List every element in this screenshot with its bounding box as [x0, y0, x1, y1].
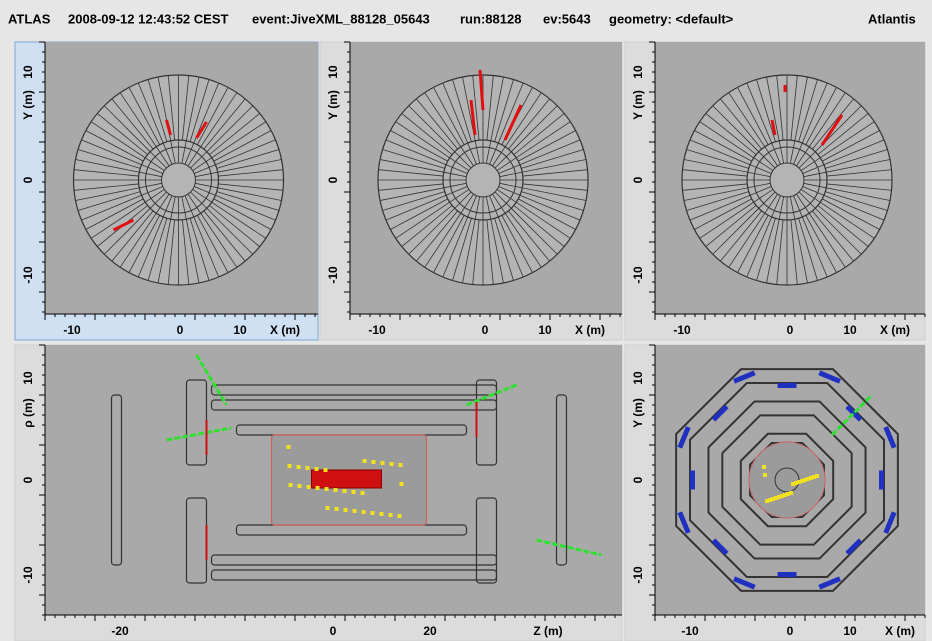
calo-hit [361, 491, 365, 495]
x-tick-label: 10 [843, 624, 857, 638]
panel: -10 0 10 X (m) 10 0 -10 Y (m) [625, 42, 925, 340]
y-tick-label: 10 [21, 371, 35, 385]
calo-hit [288, 464, 292, 468]
event: event:JiveXML_88128_05643 [252, 11, 430, 26]
panel: -20 0 20 Z (m) 10 0 -10 ρ (m) [15, 345, 622, 641]
geometry: geometry: <default> [609, 11, 734, 26]
y-tick-label: 0 [326, 176, 340, 183]
x-axis-label: X (m) [885, 624, 915, 638]
x-tick-label: 0 [787, 624, 794, 638]
x-tick-label: 0 [330, 624, 337, 638]
y-tick-label: -10 [631, 266, 645, 284]
y-tick-label: 10 [631, 65, 645, 79]
y-tick-label: 10 [21, 65, 35, 79]
y-tick-label: 0 [21, 176, 35, 183]
y-tick-label: 0 [21, 476, 35, 483]
beam-pipe [770, 163, 804, 197]
y-axis-label: Y (m) [631, 90, 645, 120]
calo-hit [287, 445, 291, 449]
calo-hit [352, 490, 356, 494]
x-tick-label: 10 [538, 323, 552, 337]
calo-hit [335, 507, 339, 511]
calo-hit [763, 473, 767, 477]
y-tick-label: -10 [21, 566, 35, 584]
beam-pipe [162, 163, 196, 197]
inner-detector [312, 470, 382, 488]
y-tick-label: 0 [631, 176, 645, 183]
x-tick-label: 20 [423, 624, 437, 638]
calo-hit [789, 491, 793, 495]
x-tick-label: 0 [177, 323, 184, 337]
y-tick-label: 10 [631, 371, 645, 385]
y-axis-label: Y (m) [21, 90, 35, 120]
x-tick-label: -10 [673, 323, 691, 337]
calo-hit [334, 488, 338, 492]
calo-hit [399, 463, 403, 467]
calo-hit [815, 474, 819, 478]
y-tick-label: -10 [326, 266, 340, 284]
y-axis-label: Y (m) [631, 398, 645, 428]
calo-hit [380, 512, 384, 516]
calo-hit [353, 509, 357, 513]
calo-hit [762, 465, 766, 469]
calo-hit [325, 487, 329, 491]
calo-hit [400, 482, 404, 486]
x-tick-label: -20 [111, 624, 129, 638]
calo-hit [315, 467, 319, 471]
calo-hit [362, 510, 366, 514]
x-tick-label: 0 [482, 323, 489, 337]
beam-pipe [466, 163, 500, 197]
x-axis-label: X (m) [575, 323, 605, 337]
calo-hit [363, 459, 367, 463]
x-tick-label: -10 [368, 323, 386, 337]
app: Atlantis [868, 11, 916, 26]
ev: ev:5643 [543, 11, 591, 26]
calo-hit [297, 465, 301, 469]
calorimeter [749, 442, 825, 518]
panel: -10 0 10 X (m) 10 0 -10 Y (m) [320, 42, 622, 340]
calo-hit [324, 468, 328, 472]
calo-hit [389, 513, 393, 517]
x-axis-label: Z (m) [533, 624, 562, 638]
panel: -10 0 10 X (m) 10 0 -10 Y (m) [15, 42, 318, 340]
calo-hit [298, 484, 302, 488]
x-tick-label: -10 [63, 323, 81, 337]
calo-hit [344, 508, 348, 512]
x-tick-label: -10 [681, 624, 699, 638]
x-tick-label: 10 [843, 323, 857, 337]
y-tick-label: -10 [21, 266, 35, 284]
y-tick-label: 0 [631, 476, 645, 483]
x-axis-label: X (m) [270, 323, 300, 337]
calo-hit [381, 461, 385, 465]
x-tick-label: 10 [233, 323, 247, 337]
calo-hit [343, 489, 347, 493]
datetime: 2008-09-12 12:43:52 CEST [68, 11, 228, 26]
atlantis-window: ATLAS 2008-09-12 12:43:52 CEST event:Jiv… [0, 0, 932, 641]
x-axis-label: X (m) [880, 323, 910, 337]
calo-hit [398, 514, 402, 518]
y-tick-label: 10 [326, 65, 340, 79]
calo-hit [390, 462, 394, 466]
run: run:88128 [460, 11, 521, 26]
calo-hit [306, 466, 310, 470]
y-axis-label: Y (m) [326, 90, 340, 120]
calo-hit [372, 460, 376, 464]
experiment: ATLAS [8, 11, 51, 26]
panel: -10 0 10 X (m) 10 0 -10 Y (m) [625, 345, 925, 641]
calo-hit [326, 506, 330, 510]
calo-hit [307, 485, 311, 489]
y-tick-label: -10 [631, 566, 645, 584]
y-axis-label: ρ (m) [21, 398, 35, 427]
x-tick-label: 0 [787, 323, 794, 337]
calo-hit [371, 511, 375, 515]
calo-hit [289, 483, 293, 487]
calo-hit [316, 486, 320, 490]
